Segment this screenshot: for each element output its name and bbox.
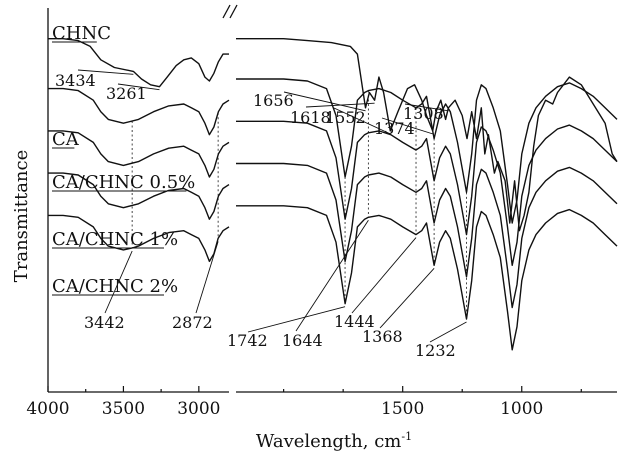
y-axis-title: Transmittance xyxy=(11,150,32,283)
peak-leader xyxy=(351,237,417,314)
axes: 4000 3500 3000 1500 1000 xyxy=(26,4,617,419)
peak-label-1644: 1644 xyxy=(282,331,323,350)
x-tick-label: 1000 xyxy=(500,399,543,419)
peak-leader xyxy=(379,267,435,329)
x-tick-label: 1500 xyxy=(381,399,424,419)
peak-label-1618: 1618 xyxy=(290,108,331,127)
peak-leader xyxy=(429,321,467,343)
series-label-chnc: CHNC xyxy=(52,23,111,44)
spectra xyxy=(48,38,618,351)
peak-leader xyxy=(404,103,449,112)
peak-label-1374: 1374 xyxy=(374,119,415,138)
peak-leader xyxy=(381,117,433,135)
peak-label-1232: 1232 xyxy=(415,341,456,360)
peak-label-2872: 2872 xyxy=(172,313,213,332)
series-line-ca-chnc-0-5 xyxy=(48,130,230,178)
peak-leader xyxy=(117,83,160,91)
peak-leader xyxy=(104,250,133,314)
series-line-chnc xyxy=(48,38,229,88)
series-line-ca-chnc-2 xyxy=(48,214,230,263)
peak-leader xyxy=(247,306,346,333)
x-tick-label: 3500 xyxy=(102,399,145,419)
peak-label-3261: 3261 xyxy=(106,84,147,103)
peak-label-3442: 3442 xyxy=(84,313,125,332)
peak-leader xyxy=(333,107,391,135)
x-axis-title-text: Wavelength, cm xyxy=(256,431,401,452)
axis-break-mark xyxy=(229,4,238,19)
series-line-ca-chnc-0-5 xyxy=(236,120,618,266)
peak-label-3434: 3434 xyxy=(55,71,96,90)
series-label-ca-chnc-0-5: CA/CHNC 0.5% xyxy=(52,172,195,193)
peak-leader xyxy=(295,220,369,332)
peak-leader xyxy=(283,91,366,112)
axis-break-mark xyxy=(222,4,231,19)
x-axis-title: Wavelength, cm-1 xyxy=(256,430,412,452)
series-line-ca-chnc-2 xyxy=(236,205,618,351)
peak-label-1742: 1742 xyxy=(227,331,268,350)
series-line-ca xyxy=(48,87,230,136)
peak-leader xyxy=(77,69,134,75)
peak-label-1444: 1444 xyxy=(334,312,375,331)
series-line-chnc xyxy=(236,38,618,232)
series-label-ca-chnc-1: CA/CHNC 1% xyxy=(52,229,178,250)
peak-leader xyxy=(195,241,219,314)
peak-label-1368: 1368 xyxy=(362,327,403,346)
series-line-ca xyxy=(236,78,618,224)
guide-lines xyxy=(131,90,467,320)
x-tick-label: 4000 xyxy=(26,399,69,419)
peak-label-1552: 1552 xyxy=(325,108,366,127)
x-tick-label: 3000 xyxy=(177,399,220,419)
series-label-ca-chnc-2: CA/CHNC 2% xyxy=(52,276,178,297)
series-labels: CHNC CA CA/CHNC 0.5% CA/CHNC 1% CA/CHNC 2% xyxy=(52,23,195,297)
x-axis-title-superscript: -1 xyxy=(401,430,412,443)
series-line-ca-chnc-1 xyxy=(48,172,230,220)
peak-label-1656: 1656 xyxy=(253,91,294,110)
series-label-ca: CA xyxy=(52,129,80,150)
series-line-ca-chnc-1 xyxy=(236,162,618,309)
peak-leader xyxy=(305,102,375,108)
